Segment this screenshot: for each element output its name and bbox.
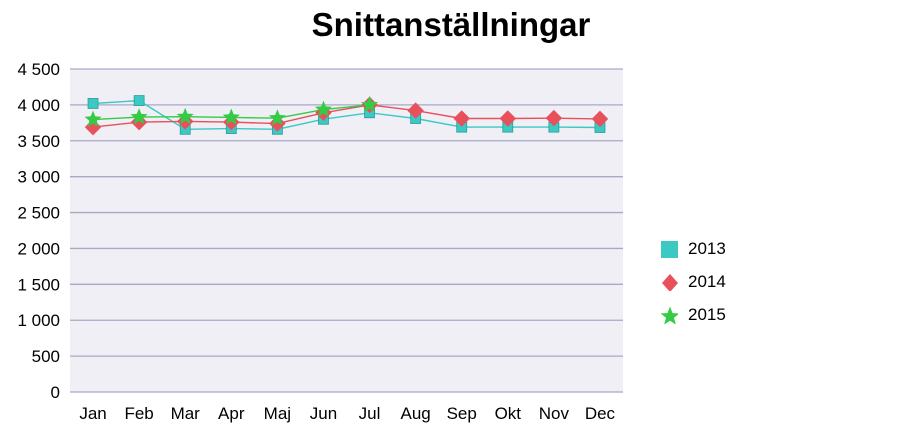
data-point: [133, 95, 145, 106]
series-markers: [84, 95, 609, 136]
y-tick-label: 0: [51, 383, 60, 402]
data-point: [130, 113, 148, 131]
y-tick-label: 3 000: [17, 168, 60, 187]
legend: 2013 2014 2015: [660, 232, 726, 331]
data-point: [84, 110, 102, 127]
data-point: [361, 95, 379, 113]
data-point: [545, 109, 563, 127]
x-tick-label: Nov: [539, 404, 570, 423]
y-tick-label: 2 000: [17, 239, 60, 258]
x-tick-label: Jun: [310, 404, 337, 423]
data-point: [499, 110, 517, 127]
x-tick-label: Apr: [218, 404, 245, 423]
y-tick-label: 500: [32, 347, 60, 366]
legend-item: 2015: [660, 298, 726, 331]
legend-marker-diamond: [662, 273, 678, 291]
data-point: [314, 100, 332, 117]
x-tick-label: Jan: [79, 404, 106, 423]
x-tick-label: Dec: [585, 404, 616, 423]
legend-label: 2015: [688, 304, 726, 324]
data-point: [407, 102, 424, 119]
data-point: [591, 110, 609, 128]
gridlines: [70, 68, 623, 393]
y-tick-label: 1 500: [17, 275, 60, 294]
data-point: [268, 109, 286, 126]
x-tick-label: Feb: [124, 404, 153, 423]
series-line-2013: [92, 99, 601, 131]
data-point: [176, 107, 194, 124]
legend-label: 2014: [688, 271, 726, 291]
data-point: [130, 108, 148, 125]
y-tick-label: 4 000: [17, 96, 60, 115]
x-tick-label: Okt: [495, 404, 522, 423]
x-tick-label: Aug: [401, 404, 431, 423]
y-tick-label: 1 000: [17, 311, 60, 330]
y-axis-ticks: 0 500 1 000 1 500 2 000 2 500 3 000 3 500 4 000 4…: [17, 60, 60, 402]
legend-label: 2013: [688, 238, 726, 258]
legend-swatch: [661, 240, 678, 258]
x-tick-label: Jul: [359, 404, 381, 423]
data-point: [269, 115, 286, 132]
legend-marker-star: [660, 306, 678, 324]
legend-swatch: [662, 273, 678, 291]
data-point: [87, 98, 99, 109]
y-tick-label: 4 500: [17, 60, 60, 79]
y-tick-label: 3 500: [17, 132, 60, 151]
x-tick-label: Mar: [171, 404, 201, 423]
plot-area: [70, 69, 623, 392]
x-tick-label: Sep: [447, 404, 477, 423]
data-point: [453, 110, 470, 127]
x-tick-label: Maj: [264, 404, 291, 423]
legend-item: 2013: [660, 232, 726, 265]
legend-item: 2014: [660, 265, 726, 298]
y-tick-label: 2 500: [17, 204, 60, 223]
data-point: [222, 108, 240, 125]
chart-title: Snittanställningar: [311, 6, 591, 43]
legend-swatch: [660, 306, 678, 324]
x-axis-ticks: Jan Feb Mar Apr Maj Jun Jul Aug Sep Okt Nov Dec: [79, 404, 615, 423]
legend-marker-square: [661, 240, 678, 258]
